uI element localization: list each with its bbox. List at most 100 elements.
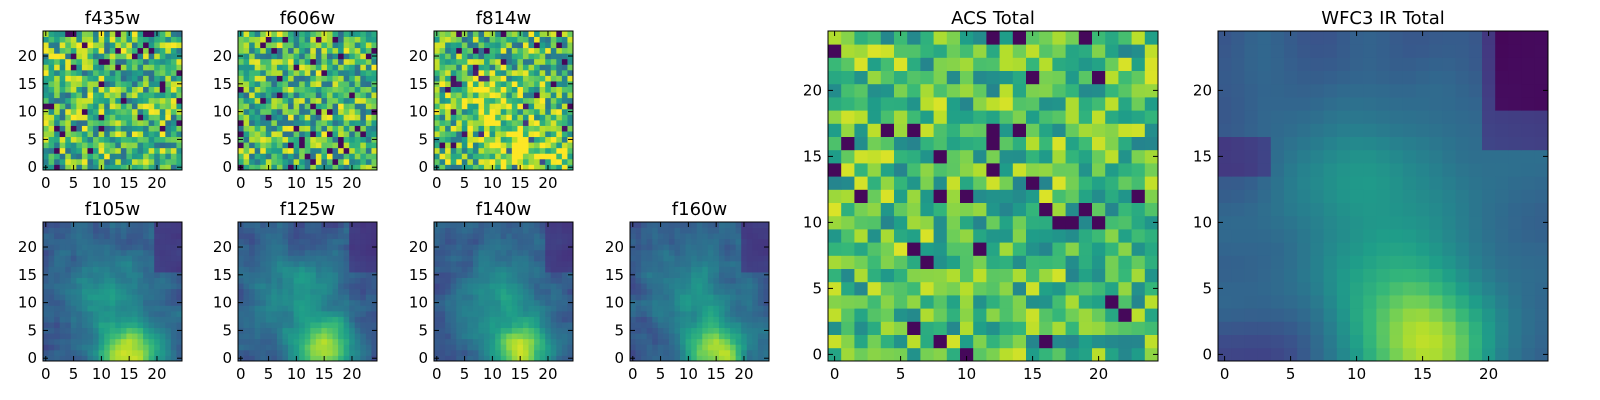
heatmap-cell [288, 255, 294, 262]
heatmap-cell [343, 310, 350, 317]
heatmap-cell [434, 266, 440, 273]
heatmap-cell [522, 255, 529, 262]
heatmap-cell [528, 305, 535, 312]
heatmap-cell [315, 114, 322, 121]
heatmap-cell [165, 108, 172, 115]
heatmap-cell [360, 349, 367, 356]
heatmap-cell [165, 153, 172, 160]
heatmap-cell [148, 75, 155, 82]
heatmap-cell [354, 114, 361, 121]
heatmap-cell [1078, 268, 1093, 283]
heatmap-cell [685, 305, 692, 312]
heatmap-cell [120, 147, 127, 154]
heatmap-cell [450, 355, 457, 362]
heatmap-cell [707, 255, 714, 262]
heatmap-cell [315, 153, 322, 160]
heatmap-cell [652, 333, 659, 340]
heatmap-cell [165, 327, 172, 334]
heatmap-cell [478, 103, 485, 110]
heatmap-cell [439, 75, 446, 82]
heatmap-cell [81, 288, 88, 295]
heatmap-cell [254, 288, 261, 295]
heatmap-cell [960, 268, 974, 283]
heatmap-cell [282, 233, 289, 240]
heatmap-cell [467, 233, 474, 240]
heatmap-cell [550, 355, 557, 362]
heatmap-cell [680, 294, 686, 301]
heatmap-cell [528, 222, 535, 228]
heatmap-cell [724, 305, 731, 312]
heatmap-cell [461, 255, 468, 262]
heatmap-cell [143, 222, 150, 228]
heatmap-cell [243, 222, 250, 228]
heatmap-cell [489, 272, 496, 278]
heatmap-cell [828, 242, 842, 256]
heatmap-cell [43, 103, 49, 110]
heatmap-cell [65, 277, 72, 284]
heatmap-cell [668, 266, 675, 273]
heatmap-cell [434, 277, 440, 284]
heatmap-cell [545, 316, 552, 323]
heatmap-cell [54, 333, 61, 340]
heatmap-cell [674, 249, 681, 256]
heatmap-cell [332, 349, 339, 356]
heatmap-cell [445, 249, 452, 256]
heatmap-cell [48, 147, 55, 154]
heatmap-cell [746, 227, 753, 234]
axes-frame [433, 30, 574, 171]
heatmap-cell [87, 266, 94, 273]
heatmap-cell [735, 288, 742, 295]
heatmap-cell [495, 349, 502, 356]
heatmap-cell [81, 299, 88, 306]
heatmap-cell [126, 277, 133, 284]
heatmap-cell [894, 229, 908, 243]
heatmap-cell [265, 42, 272, 49]
heatmap-cell [154, 233, 161, 240]
heatmap-cell [254, 53, 261, 60]
heatmap-cell [746, 233, 753, 240]
heatmap-cell [456, 158, 463, 165]
heatmap-cell [646, 349, 653, 356]
heatmap-cell [98, 349, 105, 356]
heatmap-cell [299, 158, 306, 165]
x-tick-label: 15 [511, 365, 530, 383]
heatmap-cell [48, 249, 55, 256]
heatmap-cell [946, 268, 961, 283]
heatmap-cell [265, 338, 272, 345]
heatmap-cell [567, 131, 574, 138]
heatmap-cell [176, 142, 183, 149]
heatmap-cell [445, 142, 452, 149]
heatmap-cell [299, 227, 306, 234]
heatmap-cell [310, 233, 317, 240]
heatmap-cell [254, 244, 261, 251]
heatmap-cell [104, 125, 111, 132]
heatmap-cell [154, 260, 161, 267]
heatmap-cell [741, 294, 748, 301]
heatmap-cell [445, 114, 452, 121]
heatmap-cell [165, 75, 172, 82]
heatmap-cell [973, 308, 987, 322]
heatmap-cell [556, 158, 563, 165]
heatmap-cell [1105, 176, 1119, 190]
heatmap-cell [299, 283, 306, 290]
heatmap-cell [467, 288, 474, 295]
heatmap-cell [299, 266, 306, 273]
heatmap-cell [467, 310, 474, 317]
heatmap-cell [730, 305, 737, 312]
heatmap-cell [763, 349, 770, 356]
heatmap-cell [109, 338, 116, 345]
heatmap-cell [556, 86, 563, 93]
heatmap-cell [561, 86, 568, 93]
heatmap-cell [1078, 176, 1093, 190]
heatmap-cell [652, 355, 659, 362]
heatmap-cell [249, 327, 256, 334]
heatmap-cell [365, 158, 372, 165]
heatmap-cell [76, 114, 83, 121]
heatmap-cell [946, 321, 961, 335]
heatmap-cell [880, 229, 895, 243]
heatmap-cell [115, 283, 122, 290]
heatmap-cell [148, 131, 155, 138]
heatmap-cell [126, 227, 133, 234]
heatmap-cell [663, 244, 670, 251]
